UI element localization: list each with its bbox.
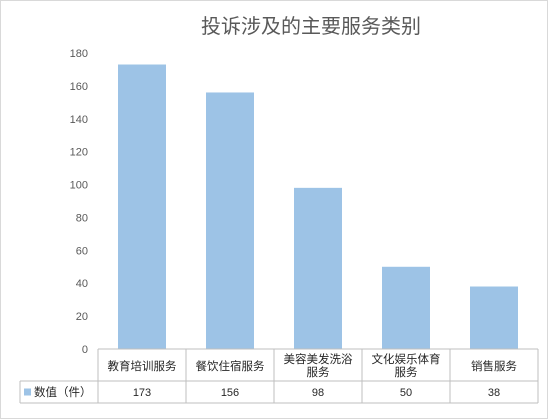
legend-label: 数值（件） xyxy=(34,385,92,399)
category-label: 美容美发洗浴服务 xyxy=(284,352,353,379)
y-axis: 0 20 40 60 80 100 120 140 160 180 xyxy=(70,48,88,356)
y-tick-label: 180 xyxy=(70,48,88,60)
bar xyxy=(470,286,518,349)
bar xyxy=(382,266,430,349)
y-tick-label: 0 xyxy=(82,344,88,356)
chart-title: 投诉涉及的主要服务类别 xyxy=(201,14,421,38)
y-tick-label: 20 xyxy=(76,311,88,323)
value-cell: 173 xyxy=(133,387,151,399)
category-label: 教育培训服务 xyxy=(108,359,177,373)
bar xyxy=(206,92,254,349)
value-cell: 98 xyxy=(312,387,324,399)
category-label: 文化娱乐体育服务 xyxy=(372,352,441,379)
bars-group xyxy=(118,64,518,349)
value-cell: 50 xyxy=(400,387,412,399)
y-tick-label: 120 xyxy=(70,147,88,159)
y-tick-label: 60 xyxy=(76,245,88,257)
y-tick-label: 40 xyxy=(76,278,88,290)
value-cell: 156 xyxy=(221,387,239,399)
y-tick-label: 160 xyxy=(70,81,88,93)
y-tick-label: 140 xyxy=(70,114,88,126)
legend-swatch xyxy=(24,388,31,396)
y-tick-label: 80 xyxy=(76,212,88,224)
bar xyxy=(118,64,166,349)
bar xyxy=(294,187,342,349)
y-tick-label: 100 xyxy=(70,180,88,192)
category-label: 餐饮住宿服务 xyxy=(196,359,265,373)
value-cell: 38 xyxy=(488,387,500,399)
category-label: 销售服务 xyxy=(471,359,517,373)
